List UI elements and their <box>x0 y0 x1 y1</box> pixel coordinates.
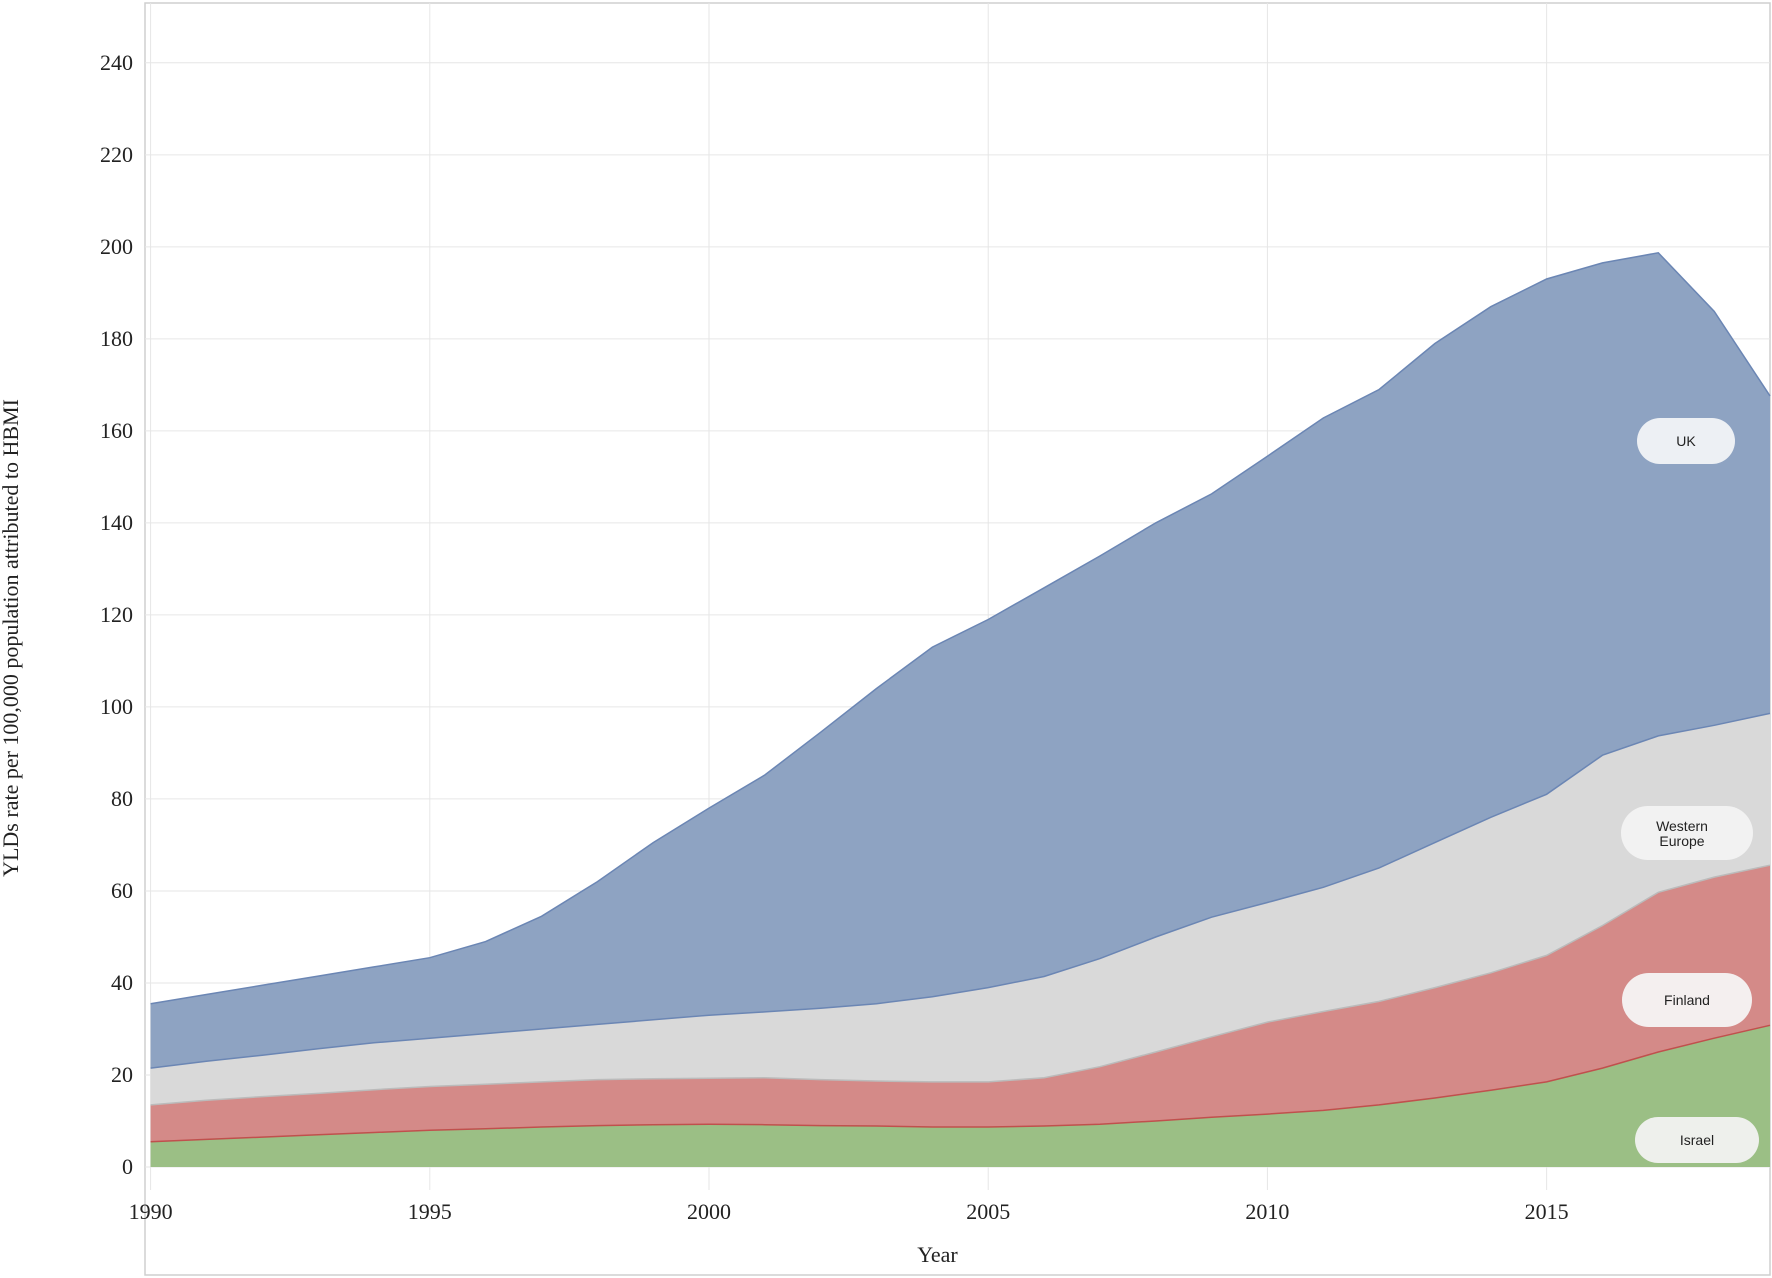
x-axis-ticks: 1990 1995 2000 2005 2010 2015 <box>129 1199 1569 1224</box>
x-tick-label: 2015 <box>1525 1199 1569 1224</box>
legend-item-israel: Israel <box>1635 1117 1759 1163</box>
area-finland <box>150 865 1771 1142</box>
y-tick-label: 60 <box>111 878 133 903</box>
legend-pill <box>1621 806 1753 860</box>
line-uk <box>150 251 1771 1005</box>
x-tick-label: 2010 <box>1245 1199 1289 1224</box>
legend-label: Israel <box>1680 1132 1714 1148</box>
area-uk <box>150 252 1771 1069</box>
y-tick-label: 120 <box>100 602 133 627</box>
y-tick-label: 40 <box>111 970 133 995</box>
y-tick-label: 240 <box>100 50 133 75</box>
y-tick-label: 180 <box>100 326 133 351</box>
line-western-europe <box>150 712 1771 1069</box>
x-tick-label: 2000 <box>687 1199 731 1224</box>
legend-label: UK <box>1676 433 1696 449</box>
area-israel <box>150 1025 1771 1167</box>
line-israel <box>150 1024 1771 1143</box>
y-tick-label: 80 <box>111 786 133 811</box>
x-axis-title: Year <box>917 1242 958 1267</box>
x-tick-label: 2005 <box>966 1199 1010 1224</box>
legend-label: Finland <box>1664 992 1710 1008</box>
legend-item-uk: UK <box>1637 418 1735 464</box>
y-tick-label: 100 <box>100 694 133 719</box>
area-layer <box>150 251 1771 1167</box>
legend-pill <box>1637 418 1735 464</box>
legend-item-western-europe: Western Europe <box>1621 806 1753 860</box>
y-tick-label: 220 <box>100 142 133 167</box>
y-tick-label: 0 <box>122 1154 133 1179</box>
y-tick-label: 140 <box>100 510 133 535</box>
legend-item-finland: Finland <box>1622 973 1752 1027</box>
x-tick-label: 1995 <box>408 1199 452 1224</box>
area-western-europe <box>150 713 1771 1105</box>
y-tick-label: 200 <box>100 234 133 259</box>
legend-pill <box>1635 1117 1759 1163</box>
x-tick-label: 1990 <box>129 1199 173 1224</box>
y-axis-title: YLDs rate per 100,000 population attribu… <box>0 399 23 877</box>
legend-pill <box>1622 973 1752 1027</box>
line-finland <box>150 864 1771 1106</box>
y-tick-label: 20 <box>111 1062 133 1087</box>
legend-label: Western Europe <box>1656 818 1708 849</box>
y-tick-label: 160 <box>100 418 133 443</box>
legend: Israel Finland Western Europe UK <box>1621 418 1759 1163</box>
y-axis-ticks: 0 20 40 60 80 100 120 140 160 180 200 220 240 <box>100 50 133 1179</box>
